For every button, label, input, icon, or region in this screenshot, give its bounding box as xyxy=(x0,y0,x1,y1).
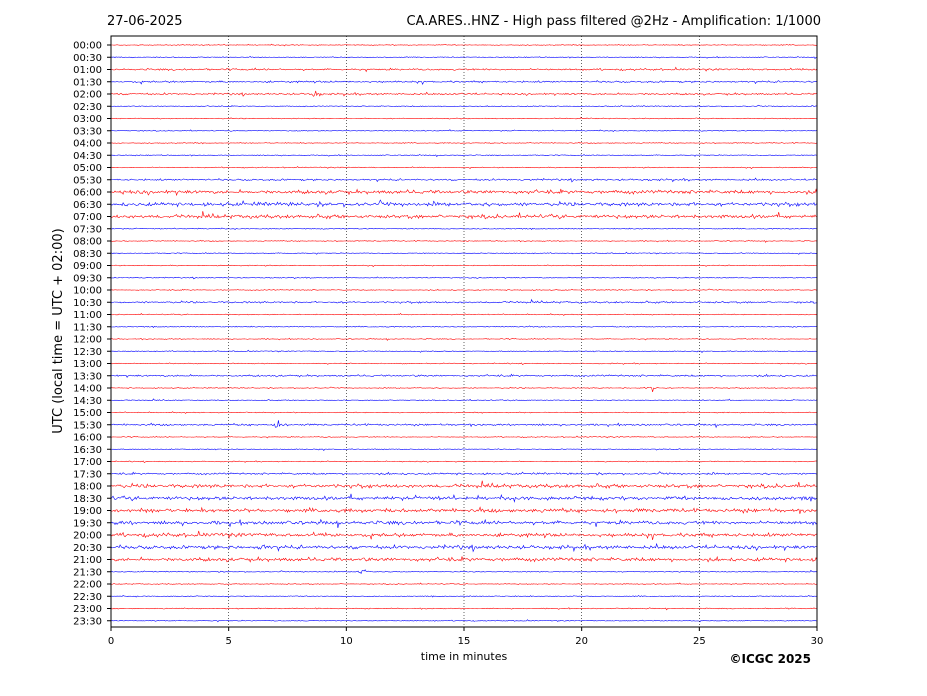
chart-title: CA.ARES..HNZ - High pass filtered @2Hz -… xyxy=(407,14,821,29)
y-tick-label: 08:00 xyxy=(73,237,102,248)
y-tick-label: 06:30 xyxy=(73,200,102,211)
trace-2200 xyxy=(110,582,818,585)
y-tick-label: 21:00 xyxy=(73,555,102,566)
y-tick-label: 05:00 xyxy=(73,163,102,174)
y-tick-label: 05:30 xyxy=(73,175,102,186)
trace-1500 xyxy=(110,411,817,414)
x-tick-label: 10 xyxy=(340,636,353,647)
trace-1630 xyxy=(111,448,818,451)
y-tick-label: 22:30 xyxy=(73,592,102,603)
y-tick-label: 21:30 xyxy=(73,567,102,578)
y-tick-label: 23:00 xyxy=(73,604,102,615)
y-tick-label: 00:30 xyxy=(73,53,102,64)
y-tick-label: 07:00 xyxy=(73,212,102,223)
y-tick-label: 09:30 xyxy=(73,273,102,284)
y-tick-label: 16:30 xyxy=(73,445,102,456)
y-tick-label: 01:00 xyxy=(73,65,102,76)
trace-2130 xyxy=(110,569,818,575)
y-tick-label: 00:00 xyxy=(73,41,102,52)
plot-frame xyxy=(110,35,818,628)
trace-1000 xyxy=(110,288,817,291)
x-axis-ticks: 0 5 10 15 20 25 30 xyxy=(108,627,824,647)
trace-0630 xyxy=(110,199,818,208)
x-tick-label: 20 xyxy=(575,636,588,647)
y-tick-label: 16:00 xyxy=(73,433,102,444)
copyright-label: ©ICGC 2025 xyxy=(729,652,811,666)
x-axis-label: time in minutes xyxy=(421,650,508,663)
y-tick-label: 02:30 xyxy=(73,102,102,113)
date-label: 27-06-2025 xyxy=(107,14,183,29)
trace-1600 xyxy=(110,435,818,439)
y-tick-label: 10:30 xyxy=(73,298,102,309)
y-tick-label: 14:30 xyxy=(73,396,102,407)
y-tick-label: 08:30 xyxy=(73,249,102,260)
trace-0830 xyxy=(110,251,818,255)
trace-2300 xyxy=(110,607,818,611)
y-tick-label: 22:00 xyxy=(73,580,102,591)
trace-0230 xyxy=(110,104,818,108)
y-tick-label: 13:00 xyxy=(73,359,102,370)
trace-2000 xyxy=(110,530,818,541)
trace-1830 xyxy=(110,493,818,503)
y-tick-label: 19:00 xyxy=(73,506,102,517)
grid-layer xyxy=(228,36,700,627)
y-tick-label: 12:00 xyxy=(73,335,102,346)
y-tick-label: 11:00 xyxy=(73,310,102,321)
y-tick-label: 20:30 xyxy=(73,543,102,554)
y-tick-label: 15:00 xyxy=(73,408,102,419)
x-tick-label: 5 xyxy=(225,636,231,647)
y-tick-label: 10:00 xyxy=(73,286,102,297)
y-tick-label: 17:30 xyxy=(73,469,102,480)
y-tick-label: 14:00 xyxy=(73,384,102,395)
trace-2230 xyxy=(111,595,818,598)
x-tick-label: 0 xyxy=(108,636,114,647)
y-tick-label: 20:00 xyxy=(73,531,102,542)
trace-1030 xyxy=(110,298,818,304)
trace-1100 xyxy=(110,312,818,316)
y-tick-label: 06:00 xyxy=(73,188,102,199)
trace-1930 xyxy=(110,518,818,529)
y-tick-label: 03:30 xyxy=(73,126,102,137)
trace-1130 xyxy=(110,325,817,328)
y-tick-label: 01:30 xyxy=(73,77,102,88)
trace-1800 xyxy=(110,480,817,490)
y-tick-label: 15:30 xyxy=(73,420,102,431)
trace-0330 xyxy=(110,129,817,133)
y-tick-label: 12:30 xyxy=(73,347,102,358)
x-tick-label: 15 xyxy=(458,636,471,647)
y-tick-label: 03:00 xyxy=(73,114,102,125)
trace-0300 xyxy=(110,116,818,120)
y-tick-label: 11:30 xyxy=(73,322,102,333)
trace-1700 xyxy=(110,460,818,464)
trace-2030 xyxy=(110,542,817,553)
y-tick-label: 09:00 xyxy=(73,261,102,272)
y-tick-label: 04:00 xyxy=(73,139,102,150)
trace-0500 xyxy=(110,166,818,170)
y-tick-label: 18:00 xyxy=(73,482,102,493)
y-tick-label: 02:00 xyxy=(73,90,102,101)
y-axis-label: UTC (local time = UTC + 02:00) xyxy=(51,228,66,433)
trace-0700 xyxy=(110,211,817,220)
y-tick-label: 13:30 xyxy=(73,371,102,382)
trace-0400 xyxy=(110,141,818,145)
y-tick-label: 19:30 xyxy=(73,518,102,529)
y-tick-label: 18:30 xyxy=(73,494,102,505)
trace-0930 xyxy=(110,276,818,280)
trace-0430 xyxy=(110,154,818,158)
y-tick-label: 23:30 xyxy=(73,616,102,627)
y-tick-label: 17:00 xyxy=(73,457,102,468)
trace-0900 xyxy=(110,264,817,268)
x-tick-label: 30 xyxy=(811,636,824,647)
x-tick-label: 25 xyxy=(693,636,706,647)
y-tick-label: 04:30 xyxy=(73,151,102,162)
y-tick-label: 07:30 xyxy=(73,224,102,235)
